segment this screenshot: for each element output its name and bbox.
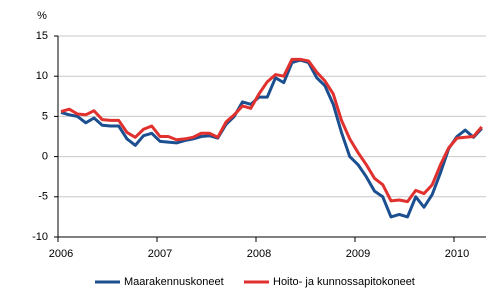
- series-line: [60, 57, 483, 204]
- y-tick-label: -5: [38, 191, 48, 203]
- y-tick-label: 5: [42, 110, 48, 122]
- x-tick-label: 2007: [148, 248, 172, 260]
- series-line: [60, 58, 483, 219]
- x-tick-label: 2010: [445, 248, 469, 260]
- y-axis-label: %: [37, 10, 47, 22]
- y-tick-label: 10: [36, 70, 48, 82]
- x-tick-label: 2008: [247, 248, 271, 260]
- legend-label: Maarakennuskoneet: [124, 276, 224, 288]
- y-tick-label: -10: [32, 231, 48, 243]
- y-tick-label: 0: [42, 151, 48, 163]
- y-tick-label: 15: [36, 30, 48, 42]
- x-tick-label: 2009: [346, 248, 370, 260]
- x-tick-label: 2006: [49, 248, 73, 260]
- legend-label: Hoito- ja kunnossapitokoneet: [273, 276, 415, 288]
